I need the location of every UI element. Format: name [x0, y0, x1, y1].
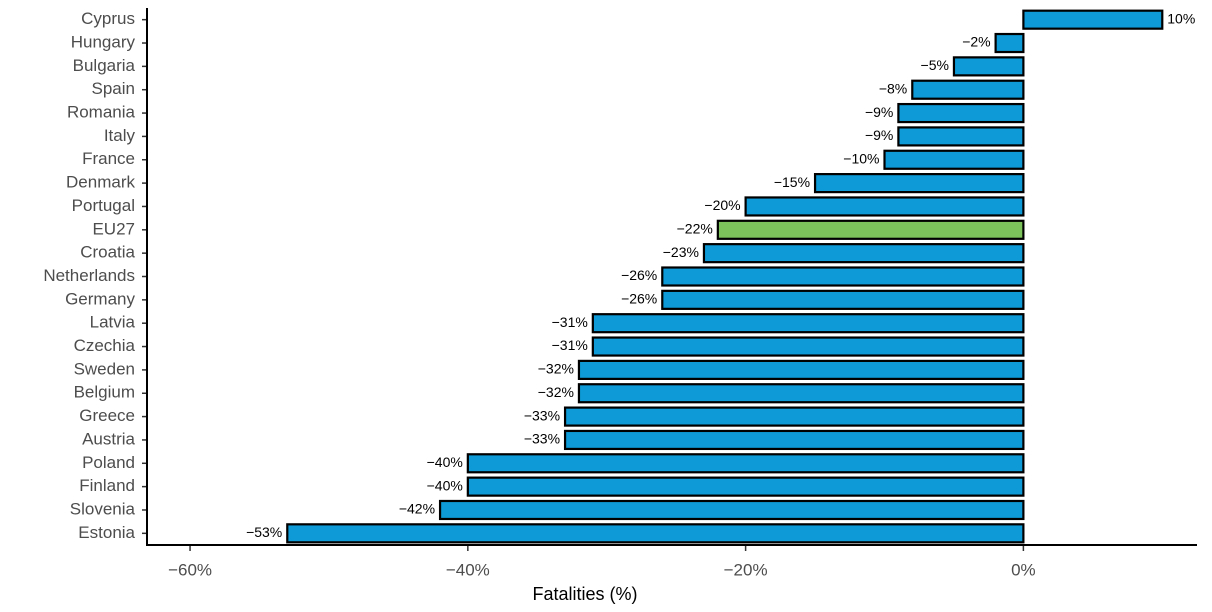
- value-label: −40%: [427, 454, 463, 470]
- bar: [897, 102, 1025, 124]
- y-tick-label: Denmark: [66, 173, 135, 192]
- value-label: −22%: [677, 221, 713, 237]
- value-label: −10%: [843, 150, 879, 166]
- value-label: −31%: [552, 337, 588, 353]
- y-tick-label: Hungary: [71, 33, 136, 52]
- y-tick-label: Netherlands: [43, 266, 135, 285]
- y-tick-label: Slovenia: [70, 499, 136, 518]
- value-label: −15%: [774, 174, 810, 190]
- y-tick-label: Bulgaria: [73, 56, 136, 75]
- bar: [563, 429, 1025, 451]
- y-tick-label: Croatia: [80, 243, 135, 262]
- bar: [702, 243, 1025, 264]
- value-label: −42%: [399, 501, 435, 517]
- value-label: −32%: [538, 384, 574, 400]
- bar: [591, 313, 1025, 334]
- bar: [438, 499, 1025, 521]
- y-tick-label: Romania: [67, 103, 136, 122]
- y-tick-label: Greece: [79, 406, 135, 425]
- value-label: −9%: [865, 104, 893, 120]
- y-tick-label: Germany: [65, 289, 135, 308]
- bar: [813, 173, 1025, 194]
- y-tick-label: EU27: [92, 219, 135, 238]
- bar: [661, 289, 1025, 310]
- x-tick-label: −20%: [724, 560, 768, 579]
- value-label: −5%: [921, 57, 949, 73]
- value-label: 10%: [1167, 10, 1195, 26]
- value-label: −2%: [962, 34, 990, 50]
- y-tick-label: Poland: [82, 453, 135, 472]
- x-axis-title: Fatalities (%): [532, 584, 637, 604]
- value-label: −8%: [879, 80, 907, 96]
- x-tick-label: −60%: [168, 560, 212, 579]
- y-tick-label: Cyprus: [81, 9, 135, 28]
- y-tick-label: Spain: [92, 79, 135, 98]
- bar: [994, 32, 1025, 54]
- value-label: −9%: [865, 127, 893, 143]
- value-label: −33%: [524, 407, 560, 423]
- bar: [897, 126, 1025, 147]
- y-tick-label: France: [82, 149, 135, 168]
- bar: [466, 453, 1025, 474]
- bar: [577, 383, 1025, 404]
- bar: [466, 476, 1025, 497]
- value-label: −20%: [704, 197, 740, 213]
- value-label: −31%: [552, 314, 588, 330]
- x-tick-label: −40%: [446, 560, 490, 579]
- value-label: −33%: [524, 431, 560, 447]
- bar: [577, 359, 1025, 380]
- value-label: −26%: [621, 267, 657, 283]
- y-tick-label: Italy: [104, 126, 136, 145]
- y-tick-label: Belgium: [74, 383, 135, 402]
- y-tick-label: Czechia: [74, 336, 136, 355]
- value-label: −40%: [427, 477, 463, 493]
- bar: [563, 406, 1025, 427]
- bar: [744, 196, 1025, 217]
- y-tick-label: Latvia: [90, 313, 136, 332]
- y-tick-label: Portugal: [72, 196, 135, 215]
- bar: [883, 149, 1025, 170]
- bar: [661, 266, 1025, 287]
- value-label: −53%: [246, 524, 282, 540]
- y-tick-label: Finland: [79, 476, 135, 495]
- value-label: −26%: [621, 291, 657, 307]
- y-tick-label: Sweden: [74, 359, 135, 378]
- value-label: −32%: [538, 361, 574, 377]
- bar: [591, 336, 1025, 357]
- x-tick-label: 0%: [1011, 560, 1036, 579]
- bar: [1022, 9, 1164, 30]
- y-tick-label: Austria: [82, 429, 135, 448]
- bar: [911, 79, 1025, 100]
- bar: [716, 219, 1025, 240]
- value-label: −23%: [663, 244, 699, 260]
- y-tick-label: Estonia: [78, 523, 135, 542]
- bar: [286, 523, 1025, 544]
- bar: [952, 56, 1025, 77]
